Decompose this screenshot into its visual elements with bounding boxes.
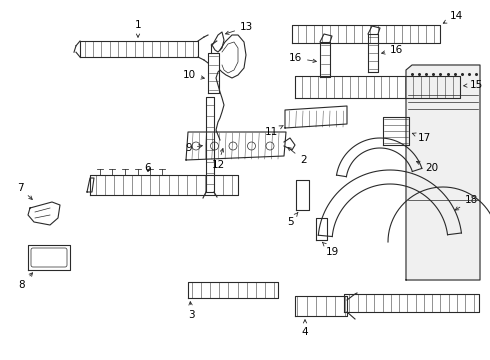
Text: 4: 4 — [302, 320, 308, 337]
Text: 14: 14 — [443, 11, 463, 23]
Text: 6: 6 — [145, 163, 151, 173]
Text: 20: 20 — [416, 161, 438, 173]
Text: 5: 5 — [287, 212, 298, 227]
Polygon shape — [285, 106, 347, 128]
Polygon shape — [406, 65, 480, 280]
Text: 15: 15 — [464, 80, 483, 90]
Text: 1: 1 — [135, 20, 141, 37]
Text: 12: 12 — [211, 149, 224, 170]
Text: 17: 17 — [412, 133, 431, 143]
Text: 19: 19 — [322, 242, 339, 257]
Text: 18: 18 — [455, 195, 478, 210]
Polygon shape — [28, 202, 60, 225]
Text: 7: 7 — [17, 183, 32, 199]
Text: 16: 16 — [289, 53, 317, 63]
Text: 16: 16 — [382, 45, 403, 55]
Text: 11: 11 — [265, 126, 283, 137]
Text: 2: 2 — [288, 147, 307, 165]
Polygon shape — [28, 245, 70, 270]
Text: 13: 13 — [225, 22, 253, 35]
Polygon shape — [186, 132, 286, 160]
Text: 8: 8 — [19, 273, 32, 290]
Text: 3: 3 — [188, 302, 195, 320]
Text: 10: 10 — [183, 70, 204, 80]
Text: 9: 9 — [185, 143, 202, 153]
